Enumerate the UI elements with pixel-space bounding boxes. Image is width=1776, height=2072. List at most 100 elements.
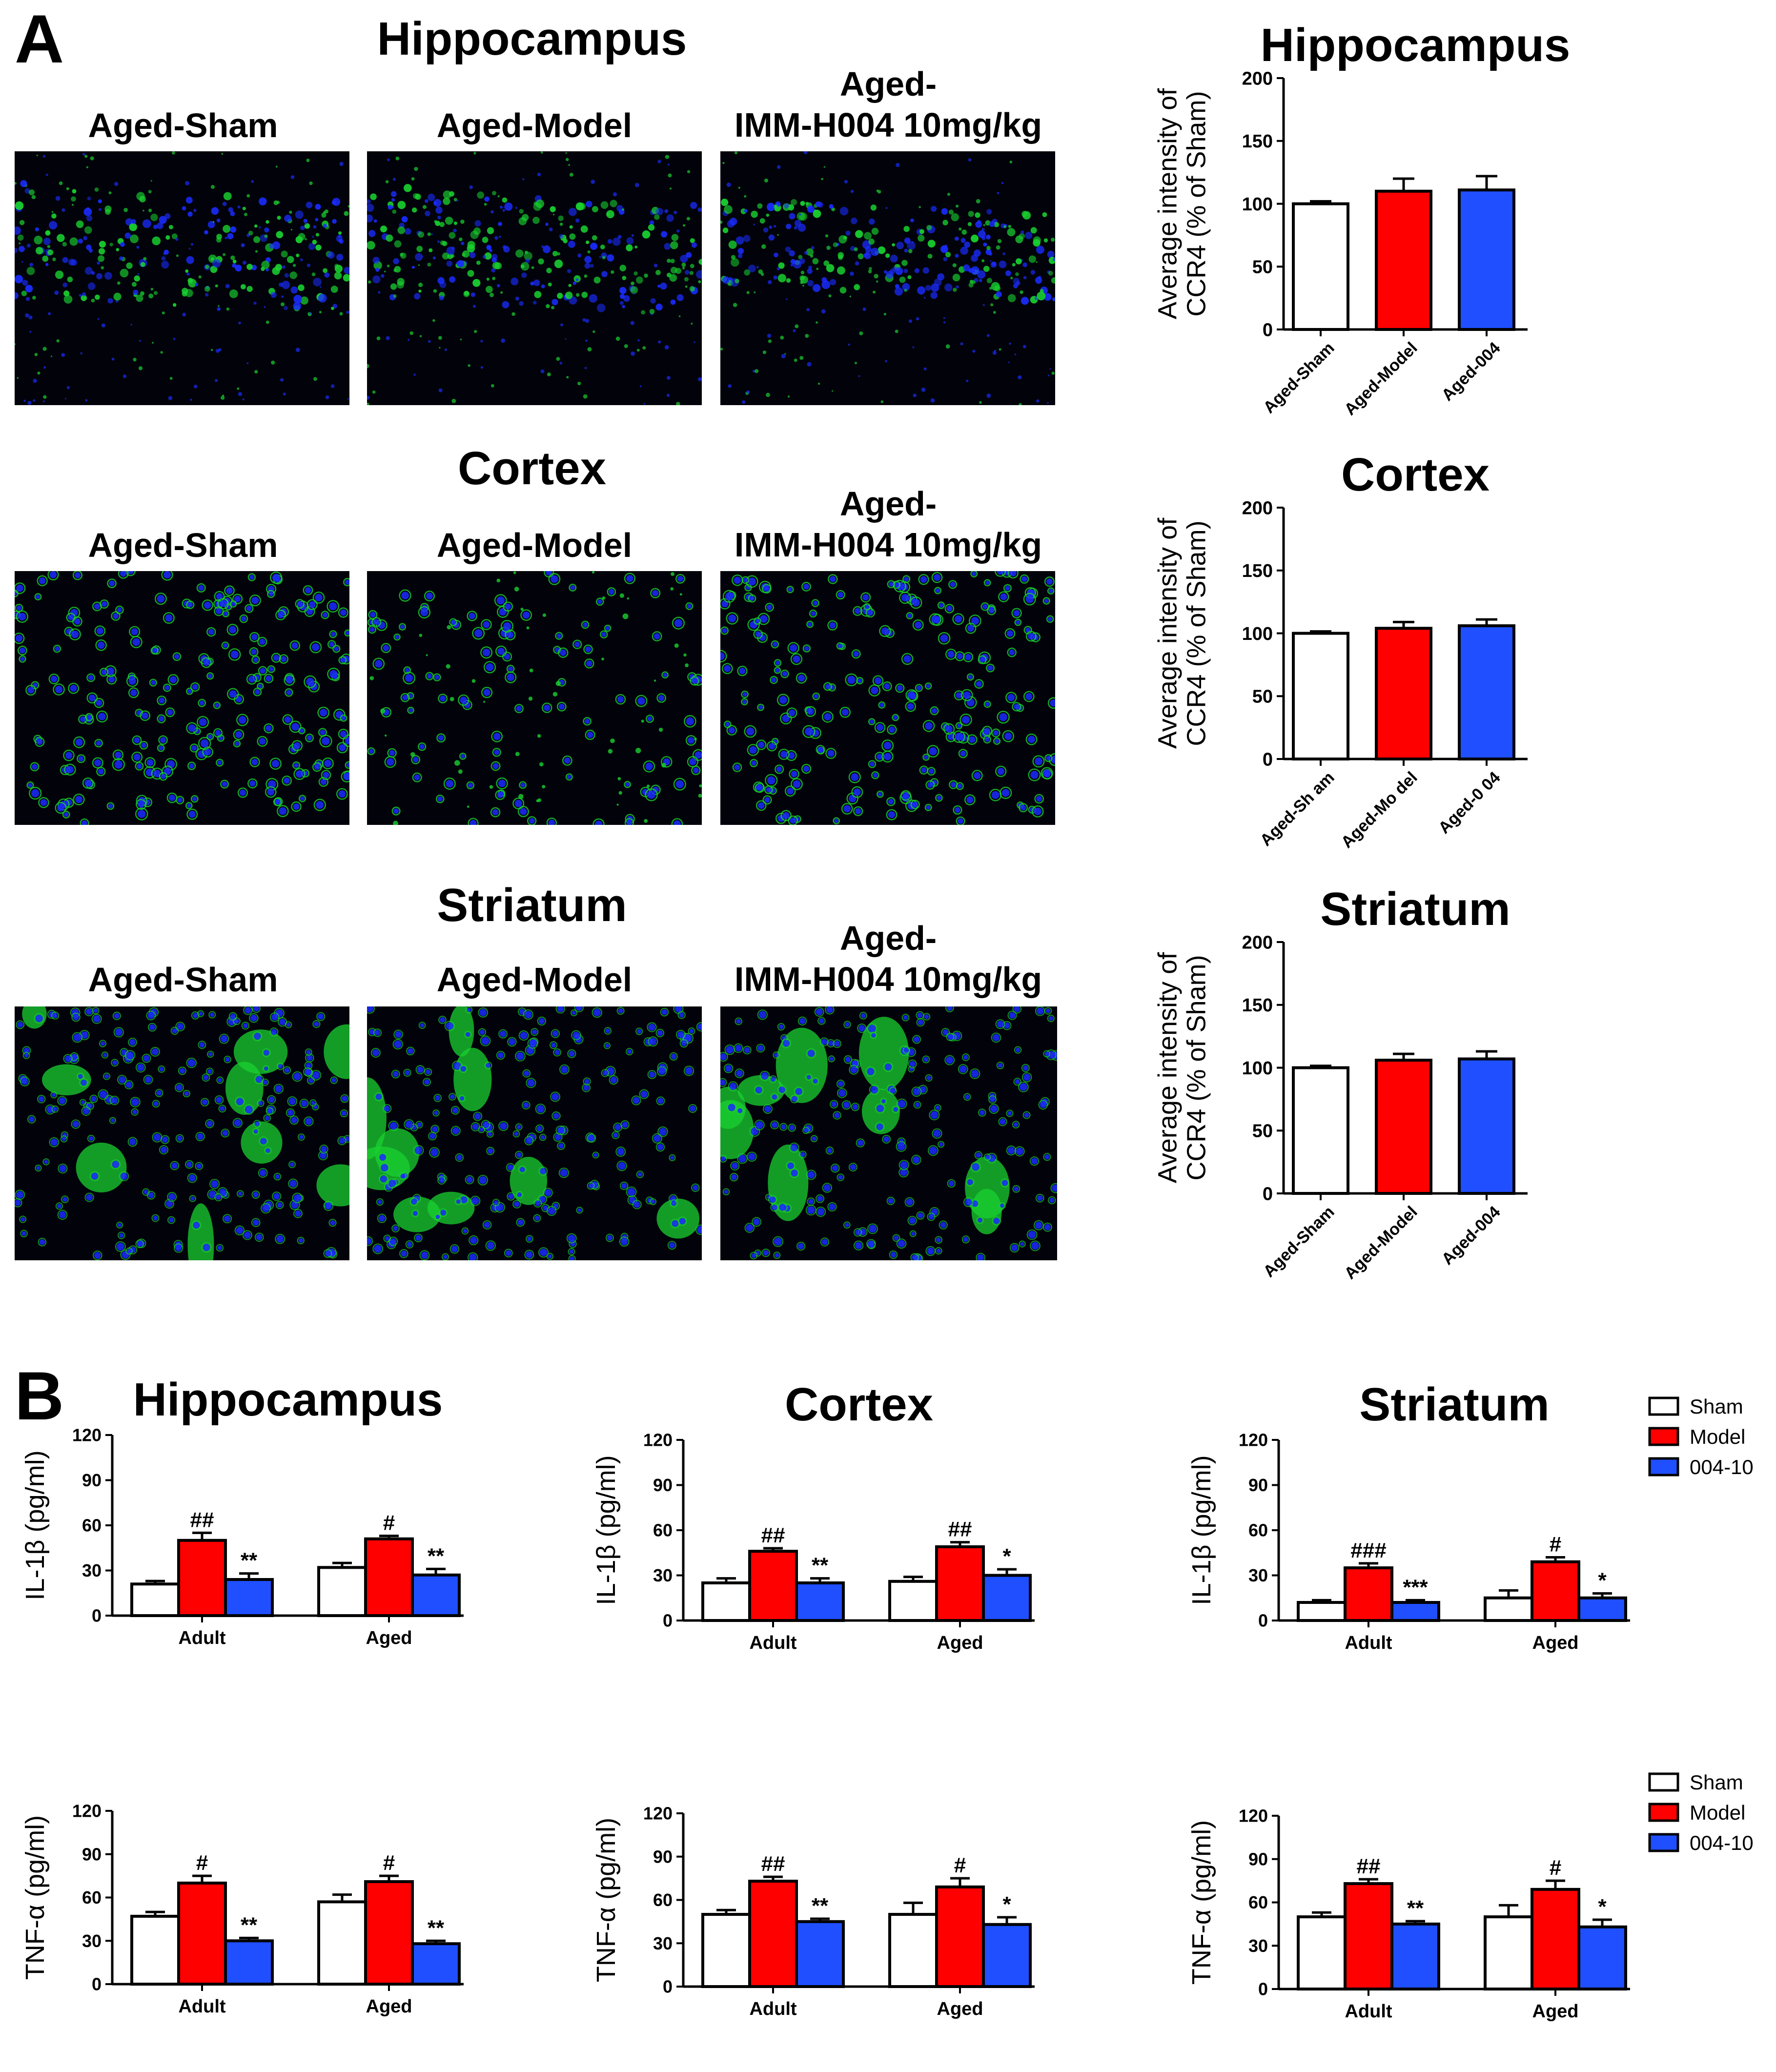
y-tick-label: 0 (1258, 1979, 1268, 1999)
bar (1577, 1925, 1627, 1990)
y-tick-label: 60 (82, 1887, 102, 1908)
bar (1458, 624, 1515, 760)
x-tick-label: Adult (178, 1628, 225, 1648)
y-axis-label: IL-1β (pg/ml) (592, 1455, 621, 1605)
chart-title: Striatum (1320, 883, 1510, 935)
y-axis-label: IL-1β (pg/ml) (1187, 1455, 1216, 1605)
y-tick-label: 90 (82, 1844, 102, 1864)
legend-swatch (1648, 1803, 1679, 1822)
significance-mark: # (196, 1851, 208, 1875)
image-label-hippo-sham: Aged-Sham (88, 106, 278, 144)
significance-mark: ** (428, 1544, 445, 1568)
y-axis-label: Average intensity ofCCR4 (% of Sham) (1153, 517, 1211, 749)
micrograph-striatum-aged-imm-h004 (720, 1006, 1057, 1260)
micrograph-striatum-aged-model (367, 1006, 702, 1260)
y-tick-label: 120 (72, 1425, 102, 1445)
chart-il1b-cortex: Cortex IL-1β (pg/ml) 0 30 60 90 120 ## ** Adult ##… (592, 1378, 1035, 1653)
y-tick-label: 90 (653, 1475, 673, 1495)
bar (935, 1545, 985, 1622)
y-tick-label: 0 (1263, 1184, 1273, 1204)
y-tick-label: 120 (643, 1804, 673, 1824)
chart-ccr4-hippocampus: Hippocampus Average intensity ofCCR4 (% o… (1153, 19, 1570, 419)
x-tick-label: Aged-Sham (1260, 339, 1338, 417)
legend-label: Model (1690, 1801, 1745, 1824)
legend-swatch (1648, 1772, 1679, 1792)
bar (1531, 1887, 1580, 1990)
bar (1484, 1596, 1533, 1622)
y-tick-label: 200 (1242, 68, 1273, 89)
x-tick-label: Aged (1532, 1633, 1579, 1653)
y-tick-label: 90 (1248, 1849, 1268, 1869)
significance-mark: * (1002, 1892, 1011, 1916)
y-tick-label: 100 (1242, 194, 1273, 215)
bar (1390, 1922, 1440, 1990)
y-tick-label: 150 (1242, 995, 1273, 1016)
bar (224, 1939, 274, 1986)
legend-label: Sham (1690, 1395, 1743, 1418)
y-tick-label: 50 (1252, 687, 1273, 707)
significance-mark: ## (1357, 1854, 1381, 1878)
bar (317, 1566, 367, 1618)
y-tick-label: 120 (1239, 1806, 1268, 1826)
y-axis-label: TNF-α (pg/ml) (20, 1815, 50, 1980)
bar (1375, 189, 1432, 331)
y-tick-label: 0 (92, 1606, 102, 1626)
y-axis-label: TNF-α (pg/ml) (592, 1818, 621, 1982)
y-tick-label: 60 (653, 1890, 673, 1910)
x-tick-label: Aged-Model (1341, 339, 1421, 419)
legend-label: 004-10 (1690, 1831, 1754, 1854)
significance-mark: * (1002, 1544, 1011, 1568)
legend-swatch (1648, 1457, 1679, 1477)
x-tick-label: Aged (1532, 2001, 1579, 2022)
micrograph-hippocampus-aged-sham (15, 151, 349, 405)
bar (1375, 1059, 1432, 1195)
bar (317, 1900, 367, 1986)
x-tick-label: Aged-0 04 (1435, 768, 1504, 838)
x-tick-label: Adult (749, 1999, 796, 2019)
chart-title: Striatum (1359, 1378, 1549, 1431)
bar (701, 1581, 751, 1622)
bar (364, 1537, 414, 1617)
bar (795, 1581, 845, 1622)
y-tick-label: 200 (1242, 932, 1273, 953)
x-tick-label: Aged-Sham (1260, 1203, 1338, 1281)
y-tick-label: 60 (653, 1520, 673, 1540)
micrograph-striatum-aged-sham (15, 1006, 349, 1260)
x-tick-label: Aged (366, 1628, 412, 1648)
chart-title: Cortex (785, 1378, 933, 1431)
y-tick-label: 150 (1242, 561, 1273, 581)
significance-mark: * (1598, 1569, 1607, 1593)
y-tick-label: 100 (1242, 624, 1273, 644)
bar (1458, 188, 1515, 331)
bar (224, 1578, 274, 1617)
legend-label: 004-10 (1690, 1456, 1754, 1478)
bar (411, 1573, 461, 1617)
bar (130, 1914, 180, 1986)
y-tick-label: 30 (653, 1565, 673, 1585)
x-tick-label: Aged-004 (1438, 1203, 1504, 1269)
image-label-cortex-sham: Aged-Sham (88, 526, 278, 564)
panel-label-b: B (15, 1357, 64, 1434)
chart-title: Hippocampus (133, 1374, 443, 1426)
row-title-cortex: Cortex (457, 442, 607, 494)
y-axis-label: Average intensity ofCCR4 (% of Sham) (1153, 88, 1211, 319)
y-tick-label: 200 (1242, 498, 1273, 518)
y-tick-label: 150 (1242, 131, 1273, 152)
y-tick-label: 60 (82, 1516, 102, 1536)
bar (1531, 1560, 1580, 1622)
bar (795, 1920, 845, 1988)
bar (982, 1574, 1032, 1622)
significance-mark: # (1550, 1856, 1561, 1880)
y-tick-label: 0 (663, 1611, 673, 1631)
significance-mark: ** (1407, 1896, 1424, 1920)
bar (1292, 1066, 1349, 1195)
bar (364, 1880, 414, 1986)
y-tick-label: 60 (1248, 1520, 1268, 1540)
bar (1375, 627, 1432, 760)
bar (888, 1913, 938, 1989)
bar (1344, 1882, 1393, 1990)
legend-swatch (1648, 1833, 1679, 1852)
chart-ccr4-cortex: Cortex Average intensity ofCCR4 (% of Sha… (1153, 449, 1528, 852)
y-tick-label: 30 (653, 1933, 673, 1953)
significance-mark: ** (812, 1554, 829, 1578)
